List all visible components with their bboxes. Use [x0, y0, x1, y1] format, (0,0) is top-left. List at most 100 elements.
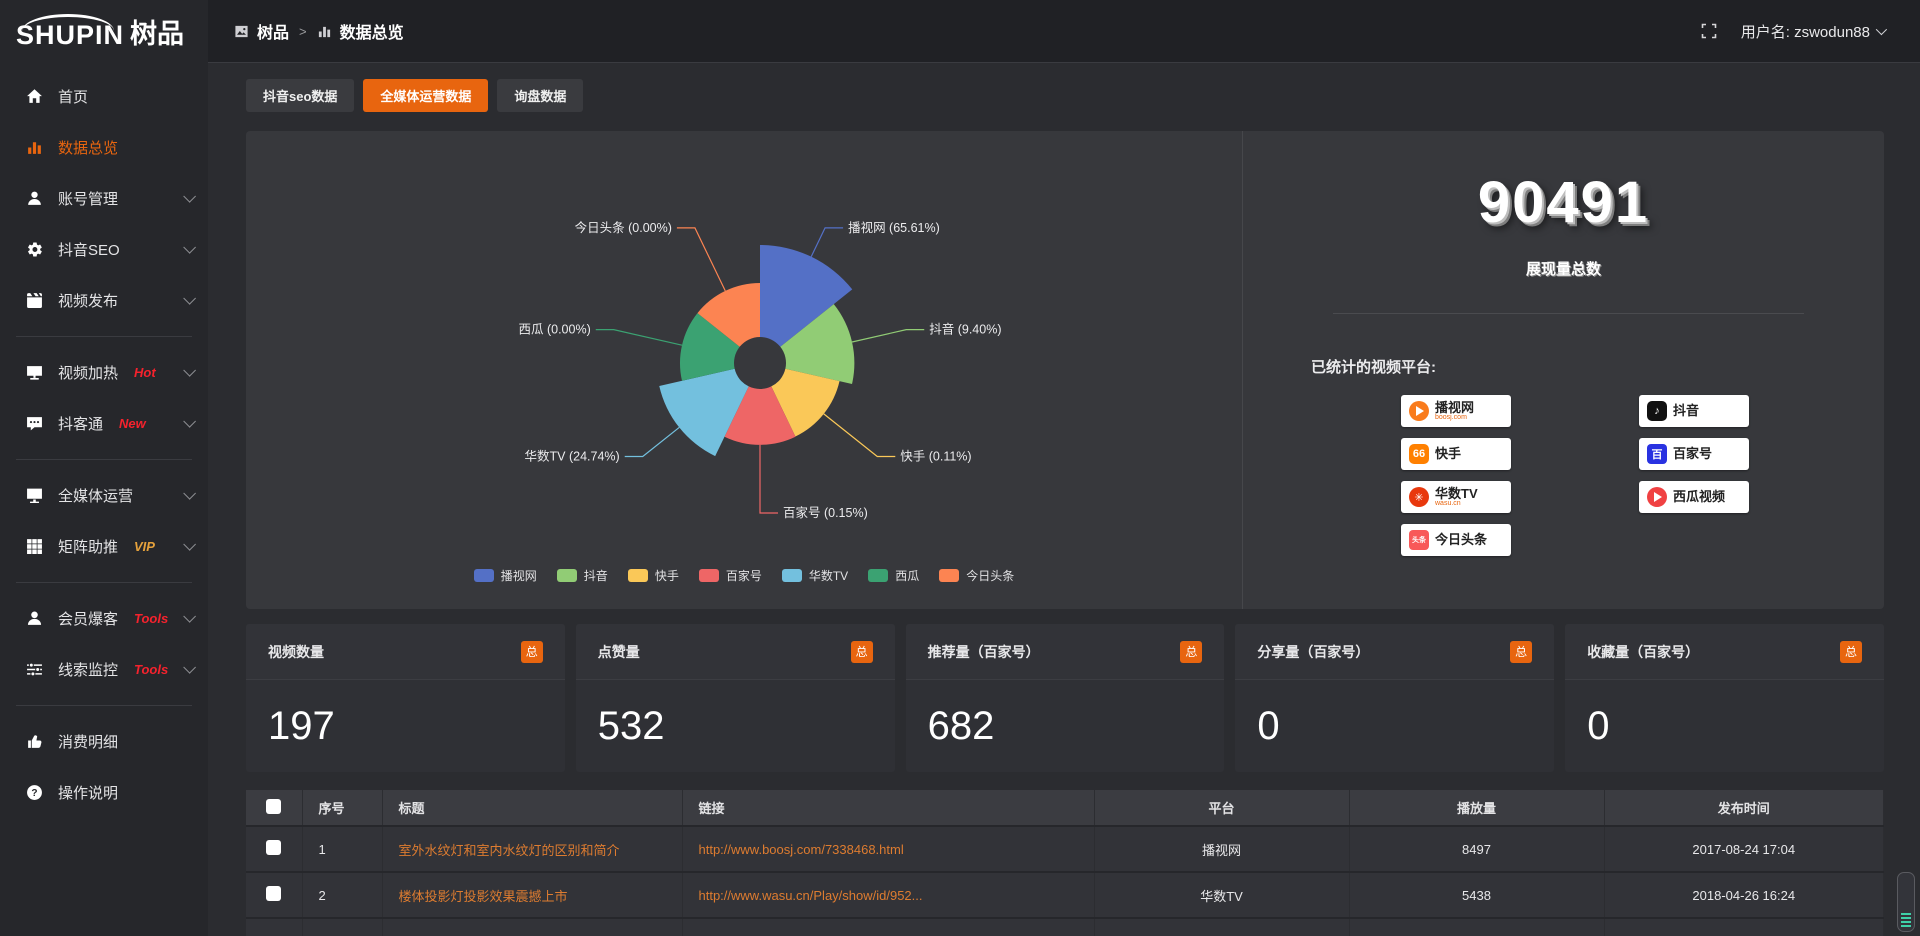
- breadcrumb-root[interactable]: 树品: [257, 25, 290, 42]
- video-url-link[interactable]: [682, 917, 1095, 936]
- sidebar-menu: 首页 数据总览 账号管理 抖音SEO 视频发布视频加热 Hot 抖客通 New 全媒体运营矩阵助…: [0, 63, 208, 818]
- tab-抖音seo数据[interactable]: 抖音seo数据: [246, 79, 355, 112]
- legend-item-西瓜[interactable]: 西瓜: [868, 567, 919, 584]
- menu-divider: [16, 582, 192, 583]
- svg-text:?: ?: [31, 788, 37, 799]
- total-badge[interactable]: 总: [520, 640, 543, 663]
- sidebar-item-会员爆客[interactable]: 会员爆客 Tools: [0, 593, 208, 644]
- legend-item-抖音[interactable]: 抖音: [556, 567, 608, 584]
- platform-badge-百家号[interactable]: 百百家号: [1639, 438, 1749, 470]
- sidebar-item-消费明细[interactable]: 消费明细: [0, 716, 208, 767]
- total-badge[interactable]: 总: [1839, 640, 1862, 663]
- chevron-down-icon: [183, 364, 196, 377]
- pie-slice-西瓜[interactable]: [680, 313, 740, 381]
- kuaishou-logo-icon: 66: [1409, 444, 1429, 464]
- video-title-link[interactable]: 楼体投影灯投影效果震撼上市: [382, 871, 683, 918]
- sidebar-item-抖客通[interactable]: 抖客通 New: [0, 398, 208, 449]
- topbar-right: 用户名: zswodun88: [1701, 21, 1888, 42]
- platform-name: 抖音: [1673, 403, 1700, 419]
- tab-全媒体运营数据[interactable]: 全媒体运营数据: [363, 79, 489, 112]
- sidebar: SHUPIN 树品 首页 数据总览 账号管理 抖音SEO 视频发布视频加热 Hot 抖客通 N…: [0, 0, 208, 936]
- video-title-link[interactable]: [382, 917, 683, 936]
- row-checkbox[interactable]: [266, 886, 282, 901]
- table-head: 序号 标题 链接 平台 播放量 发布时间: [246, 790, 1884, 826]
- boosj-logo-icon: [1409, 401, 1429, 421]
- pie-slice-百家号[interactable]: [724, 386, 796, 445]
- video-table: 序号 标题 链接 平台 播放量 发布时间 1 室外水纹灯和室内水纹灯的区别和简介 http:/…: [246, 790, 1884, 936]
- sidebar-item-数据总览[interactable]: 数据总览: [0, 122, 208, 173]
- sidebar-item-label: 全媒体运营: [58, 488, 134, 505]
- sidebar-item-视频发布[interactable]: 视频发布: [0, 275, 208, 326]
- stat-card-title: 点赞量: [597, 643, 640, 660]
- legend-item-快手[interactable]: 快手: [627, 567, 679, 584]
- row-publish-time: 2018-04-26 16:24: [1604, 871, 1884, 918]
- overview-panel: 播视网 (65.61%) 抖音 (9.40%) 快手 (0.11%) 百家号 (0.1…: [246, 131, 1884, 609]
- stat-card-视频数量: 视频数量 总 197: [246, 624, 565, 772]
- user-menu[interactable]: 用户名: zswodun88: [1741, 21, 1888, 42]
- legend-item-播视网[interactable]: 播视网: [473, 567, 537, 584]
- sidebar-item-账号管理[interactable]: 账号管理: [0, 173, 208, 224]
- sidebar-item-线索监控[interactable]: 线索监控 Tools: [0, 644, 208, 695]
- total-badge[interactable]: 总: [1510, 640, 1533, 663]
- douyin-logo-icon: ♪: [1647, 401, 1667, 421]
- sidebar-item-视频加热[interactable]: 视频加热 Hot: [0, 347, 208, 398]
- image-icon: [234, 24, 249, 39]
- column-header-序号: 序号: [302, 790, 383, 826]
- breadcrumb-current[interactable]: 数据总览: [339, 25, 404, 42]
- scrollbar-thumb[interactable]: [1897, 872, 1915, 932]
- legend-chip: [868, 568, 889, 582]
- platform-badge-今日头条[interactable]: 头条 今日头条: [1401, 524, 1511, 556]
- chevron-down-icon: [183, 415, 196, 428]
- pie-slice-华数TV[interactable]: [659, 368, 749, 457]
- chevron-down-icon: [183, 661, 196, 674]
- row-platform: 华数TV: [1094, 871, 1350, 918]
- sidebar-item-抖音SEO[interactable]: 抖音SEO: [0, 224, 208, 275]
- fullscreen-icon[interactable]: [1701, 23, 1717, 39]
- sidebar-item-首页[interactable]: 首页: [0, 71, 208, 122]
- platform-badge-西瓜视频[interactable]: 西瓜视频: [1639, 481, 1749, 513]
- stat-card-分享量（百家号）: 分享量（百家号） 总 0: [1235, 624, 1555, 772]
- sidebar-item-全媒体运营[interactable]: 全媒体运营: [0, 470, 208, 521]
- sidebar-item-label: 操作说明: [58, 785, 119, 802]
- row-checkbox[interactable]: [266, 840, 282, 855]
- pie-slice-抖音[interactable]: [780, 304, 855, 385]
- sidebar-item-矩阵助推[interactable]: 矩阵助推 VIP: [0, 521, 208, 572]
- legend-item-百家号[interactable]: 百家号: [698, 567, 762, 584]
- select-all-checkbox[interactable]: [266, 798, 282, 814]
- sidebar-item-操作说明[interactable]: ? 操作说明: [0, 767, 208, 818]
- pie-label-line: [676, 227, 726, 292]
- sidebar-item-badge: Hot: [134, 365, 156, 380]
- pie-slice-今日头条[interactable]: [697, 283, 760, 347]
- app-logo[interactable]: SHUPIN 树品: [0, 0, 208, 63]
- pie-label-line: [823, 413, 896, 458]
- stat-card-value: 0: [1257, 704, 1280, 748]
- platform-badge-快手[interactable]: 66 快手: [1401, 438, 1511, 470]
- platform-badge-播视网[interactable]: 播视网 boosj.com: [1401, 395, 1511, 427]
- total-badge[interactable]: 总: [1180, 640, 1203, 663]
- platform-badge-抖音[interactable]: ♪ 抖音: [1639, 395, 1749, 427]
- legend-item-今日头条[interactable]: 今日头条: [939, 567, 1014, 584]
- stat-card-title: 推荐量（百家号）: [927, 643, 1040, 660]
- total-badge[interactable]: 总: [850, 640, 873, 663]
- platform-badge-text: 华数TV wasu.cn: [1435, 486, 1478, 508]
- video-icon: [26, 292, 43, 309]
- stat-card-header: 视频数量 总: [246, 624, 565, 680]
- legend-chip: [781, 568, 802, 582]
- pie-label-line: [851, 329, 925, 343]
- pie-slice-快手[interactable]: [771, 368, 840, 437]
- sidebar-item-label: 矩阵助推: [58, 539, 119, 556]
- play-icon: [1654, 492, 1662, 502]
- video-title-link[interactable]: 室外水纹灯和室内水纹灯的区别和简介: [382, 825, 683, 872]
- tab-询盘数据[interactable]: 询盘数据: [497, 79, 584, 112]
- sidebar-item-label: 视频加热: [58, 365, 119, 382]
- stat-card-value: 197: [268, 704, 335, 748]
- video-url-link[interactable]: http://www.wasu.cn/Play/show/id/952...: [682, 871, 1095, 918]
- platform-badge-华数TV[interactable]: ✳ 华数TV wasu.cn: [1401, 481, 1511, 513]
- platform-subtext: boosj.com: [1435, 414, 1467, 422]
- legend-item-华数TV[interactable]: 华数TV: [781, 567, 848, 584]
- legend-chip: [556, 568, 577, 582]
- pie-slice-播视网[interactable]: [760, 245, 853, 347]
- rose-pie-chart[interactable]: 播视网 (65.61%) 抖音 (9.40%) 快手 (0.11%) 百家号 (0.1…: [246, 131, 1242, 555]
- video-url-link[interactable]: http://www.boosj.com/7338468.html: [682, 825, 1095, 872]
- legend-label: 西瓜: [895, 568, 920, 583]
